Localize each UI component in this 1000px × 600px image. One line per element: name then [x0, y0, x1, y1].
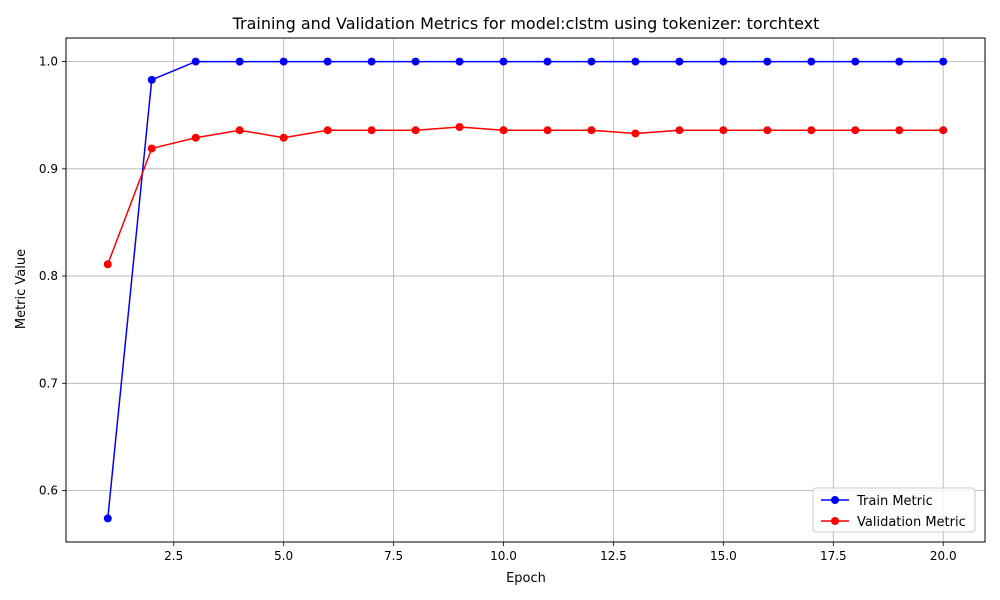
- y-axis-label: Metric Value: [14, 249, 29, 329]
- plot-frame: [65, 37, 986, 543]
- y-tick-label: 0.9: [39, 162, 58, 176]
- series-layer: [103, 57, 948, 523]
- data-point: [675, 57, 684, 66]
- data-point: [455, 57, 464, 66]
- data-point: [939, 57, 948, 66]
- series-0: [103, 57, 948, 523]
- data-point: [411, 57, 420, 66]
- y-tick-label: 0.8: [39, 269, 58, 283]
- x-tick-label: 10.0: [490, 549, 517, 563]
- x-tick-label: 17.5: [820, 549, 847, 563]
- data-point: [103, 260, 112, 269]
- data-point: [323, 126, 332, 135]
- legend-label: Validation Metric: [857, 515, 966, 530]
- data-point: [103, 514, 112, 523]
- data-point: [543, 126, 552, 135]
- series-line: [107, 60, 944, 519]
- x-tick-label: 20.0: [930, 549, 957, 563]
- data-point: [807, 126, 816, 135]
- data-point: [587, 57, 596, 66]
- legend-box: [812, 487, 976, 533]
- data-point: [543, 57, 552, 66]
- series-1: [103, 123, 948, 269]
- data-point: [235, 57, 244, 66]
- data-point: [323, 57, 332, 66]
- chart-title: Training and Validation Metrics for mode…: [232, 14, 820, 33]
- data-point: [851, 126, 860, 135]
- legend-label: Train Metric: [856, 494, 933, 509]
- data-point: [631, 57, 640, 66]
- data-point: [631, 129, 640, 138]
- x-axis-label: Epoch: [506, 571, 546, 586]
- data-point: [675, 126, 684, 135]
- data-point: [763, 57, 772, 66]
- y-tick-label: 0.6: [39, 484, 58, 498]
- data-point: [895, 57, 904, 66]
- data-point: [191, 57, 200, 66]
- legend: Train Metric Validation Metric: [812, 487, 976, 533]
- data-point: [499, 126, 508, 135]
- data-point: [367, 126, 376, 135]
- series-line: [107, 126, 944, 265]
- data-point: [279, 57, 288, 66]
- x-tick-label: 15.0: [710, 549, 737, 563]
- data-point: [807, 57, 816, 66]
- data-point: [191, 133, 200, 142]
- x-tick-label: 12.5: [600, 549, 627, 563]
- data-point: [939, 126, 948, 135]
- legend-marker: [831, 496, 839, 504]
- legend-marker: [831, 517, 839, 525]
- data-point: [279, 133, 288, 142]
- data-point: [763, 126, 772, 135]
- x-tick-label: 2.5: [164, 549, 183, 563]
- data-point: [499, 57, 508, 66]
- data-point: [411, 126, 420, 135]
- data-point: [851, 57, 860, 66]
- grid: [66, 38, 985, 542]
- data-point: [895, 126, 904, 135]
- legend-item: Train Metric: [821, 494, 933, 509]
- data-point: [147, 144, 156, 153]
- data-point: [455, 123, 464, 132]
- data-point: [367, 57, 376, 66]
- data-point: [587, 126, 596, 135]
- x-tick-label: 7.5: [384, 549, 403, 563]
- data-point: [719, 126, 728, 135]
- data-point: [235, 126, 244, 135]
- data-point: [719, 57, 728, 66]
- ticks: 2.5 5.0 7.5 10.0 12.5 15.0 17.5 20.0 0.6 0.7 0.8 0.…: [39, 55, 957, 563]
- data-point: [147, 75, 156, 84]
- legend-item: Validation Metric: [821, 515, 966, 530]
- y-tick-label: 1.0: [39, 55, 58, 69]
- x-tick-label: 5.0: [274, 549, 293, 563]
- y-tick-label: 0.7: [39, 376, 58, 390]
